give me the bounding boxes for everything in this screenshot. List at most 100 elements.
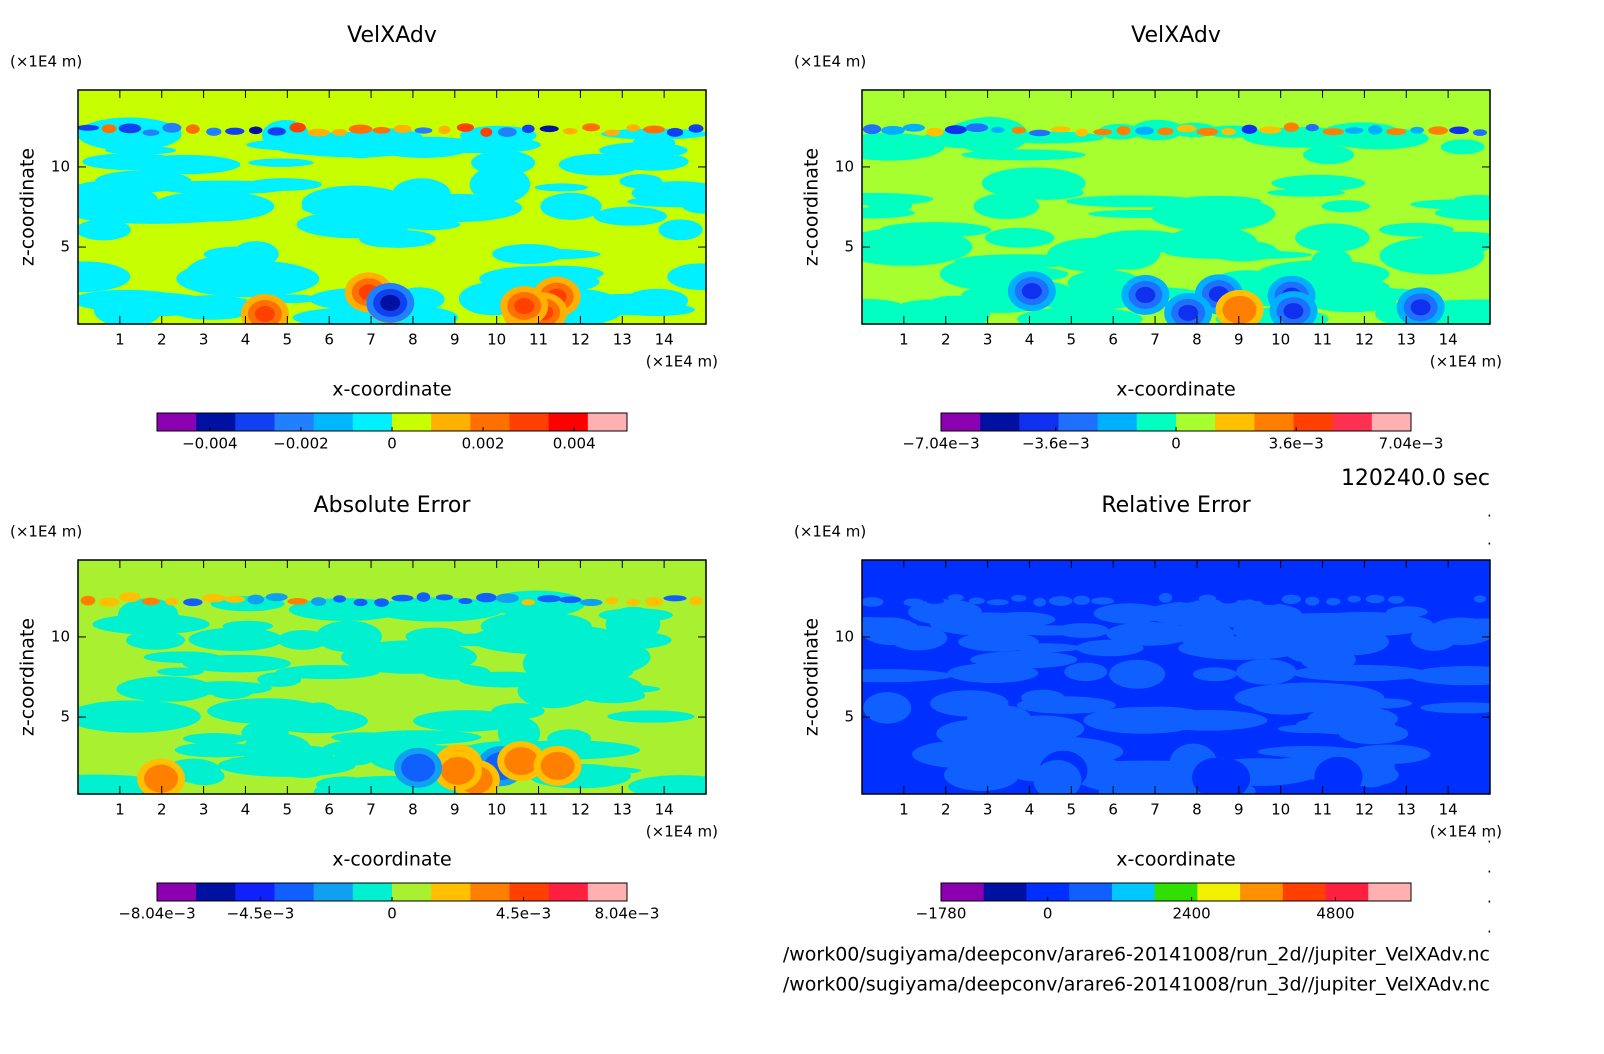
colorbar-segment (274, 883, 315, 901)
dot: . (1487, 503, 1492, 521)
field-patch (248, 158, 314, 167)
field-patch (941, 741, 1046, 776)
field-patch (862, 124, 882, 135)
field-patch (890, 299, 970, 324)
field-patch (1368, 125, 1383, 135)
field-patch (1267, 188, 1345, 197)
y-tick-label: 10 (51, 627, 70, 645)
colorbar-segment (1368, 883, 1412, 901)
field-patch (307, 128, 330, 137)
plot-frame (861, 89, 1491, 325)
colorbar-segment (1058, 413, 1099, 431)
field-patch (80, 595, 96, 606)
field-patch (315, 620, 382, 653)
x-tick-label: 6 (324, 331, 334, 349)
plot-frame (77, 89, 707, 325)
field-patch (1008, 185, 1084, 200)
field-patch (374, 598, 389, 607)
field-patch (101, 124, 117, 134)
field-patch (1116, 126, 1131, 136)
field-patch (1305, 596, 1320, 606)
field-patch (298, 702, 340, 733)
field-patch (1283, 122, 1299, 132)
field-patch (78, 124, 100, 131)
field-patch (277, 629, 328, 650)
field-patch (1314, 756, 1363, 794)
field-patch (311, 597, 327, 606)
field-patch (82, 153, 181, 171)
field-patch (607, 710, 695, 723)
x-tick-label: 7 (366, 801, 376, 819)
x-tick-label: 11 (529, 801, 548, 819)
field-patch (1196, 127, 1219, 136)
colorbar-tick-label: 0.002 (462, 435, 505, 453)
field-patch (889, 248, 951, 264)
field-patch (559, 596, 582, 604)
colorbar-segment (983, 883, 1027, 901)
field-patch (643, 125, 665, 134)
colorbar-tick-label: 0 (387, 435, 397, 453)
field-patch (1257, 745, 1359, 758)
field-patch (78, 219, 131, 241)
field-patch (540, 751, 575, 780)
x-tick-label: 14 (1439, 331, 1458, 349)
colorbar-segment (1282, 883, 1327, 901)
field-patch (1135, 286, 1156, 303)
x-tick-label: 4 (241, 801, 251, 819)
panel-title: VelXAdv (1131, 23, 1221, 48)
colorbar-tick-label: −0.002 (273, 435, 329, 453)
x-unit: (×1E4 m) (1430, 823, 1502, 841)
field-patch (604, 129, 621, 136)
field-patch (1178, 304, 1199, 321)
colorbar-segment (392, 883, 432, 901)
field-patch (1440, 139, 1485, 155)
x-tick-label: 13 (613, 331, 632, 349)
x-tick-label: 3 (199, 801, 209, 819)
field-patch (902, 123, 925, 132)
x-tick-label: 3 (983, 331, 993, 349)
x-tick-label: 8 (1192, 801, 1202, 819)
field-patch (1218, 594, 1239, 604)
field-patch (1321, 200, 1370, 213)
field-patch (405, 627, 465, 646)
field-patch (248, 126, 263, 135)
field-patch (1410, 199, 1490, 210)
field-patch (1132, 119, 1184, 141)
field-patch (1050, 126, 1071, 133)
x-tick-label: 1 (899, 801, 909, 819)
field-patch (1326, 597, 1341, 606)
plot-frame (77, 559, 707, 795)
field-patch (289, 122, 306, 133)
y-unit: (×1E4 m) (794, 523, 866, 541)
y-tick-label: 5 (60, 708, 70, 726)
x-tick-label: 12 (571, 331, 590, 349)
contour-field (78, 90, 706, 324)
field-patch (619, 174, 663, 189)
field-patch (78, 700, 201, 733)
colorbar-segment (1332, 413, 1373, 431)
colorbar-segment (1154, 883, 1198, 901)
field-patch (1410, 625, 1457, 651)
field-patch (1106, 621, 1192, 646)
colorbar-segment (313, 883, 354, 901)
field-patch (1271, 174, 1366, 192)
field-patch (416, 592, 431, 602)
field-patch (166, 295, 257, 320)
field-patch (281, 763, 326, 778)
dot: . (1487, 531, 1492, 549)
field-patch (105, 146, 177, 155)
y-axis-label: z-coordinate (17, 148, 39, 266)
colorbar-segment (196, 883, 236, 901)
field-patch (944, 125, 967, 135)
field-patch (968, 597, 985, 605)
field-patch (440, 756, 475, 785)
dot: . (1487, 859, 1492, 877)
field-patch (1379, 237, 1485, 275)
field-patch (1135, 126, 1154, 136)
field-patch (961, 149, 1086, 161)
field-patch (1322, 128, 1344, 136)
colorbar-segment (392, 413, 432, 431)
field-patch (1011, 594, 1027, 602)
field-patch (162, 122, 182, 133)
colorbar-segment (1371, 413, 1412, 431)
